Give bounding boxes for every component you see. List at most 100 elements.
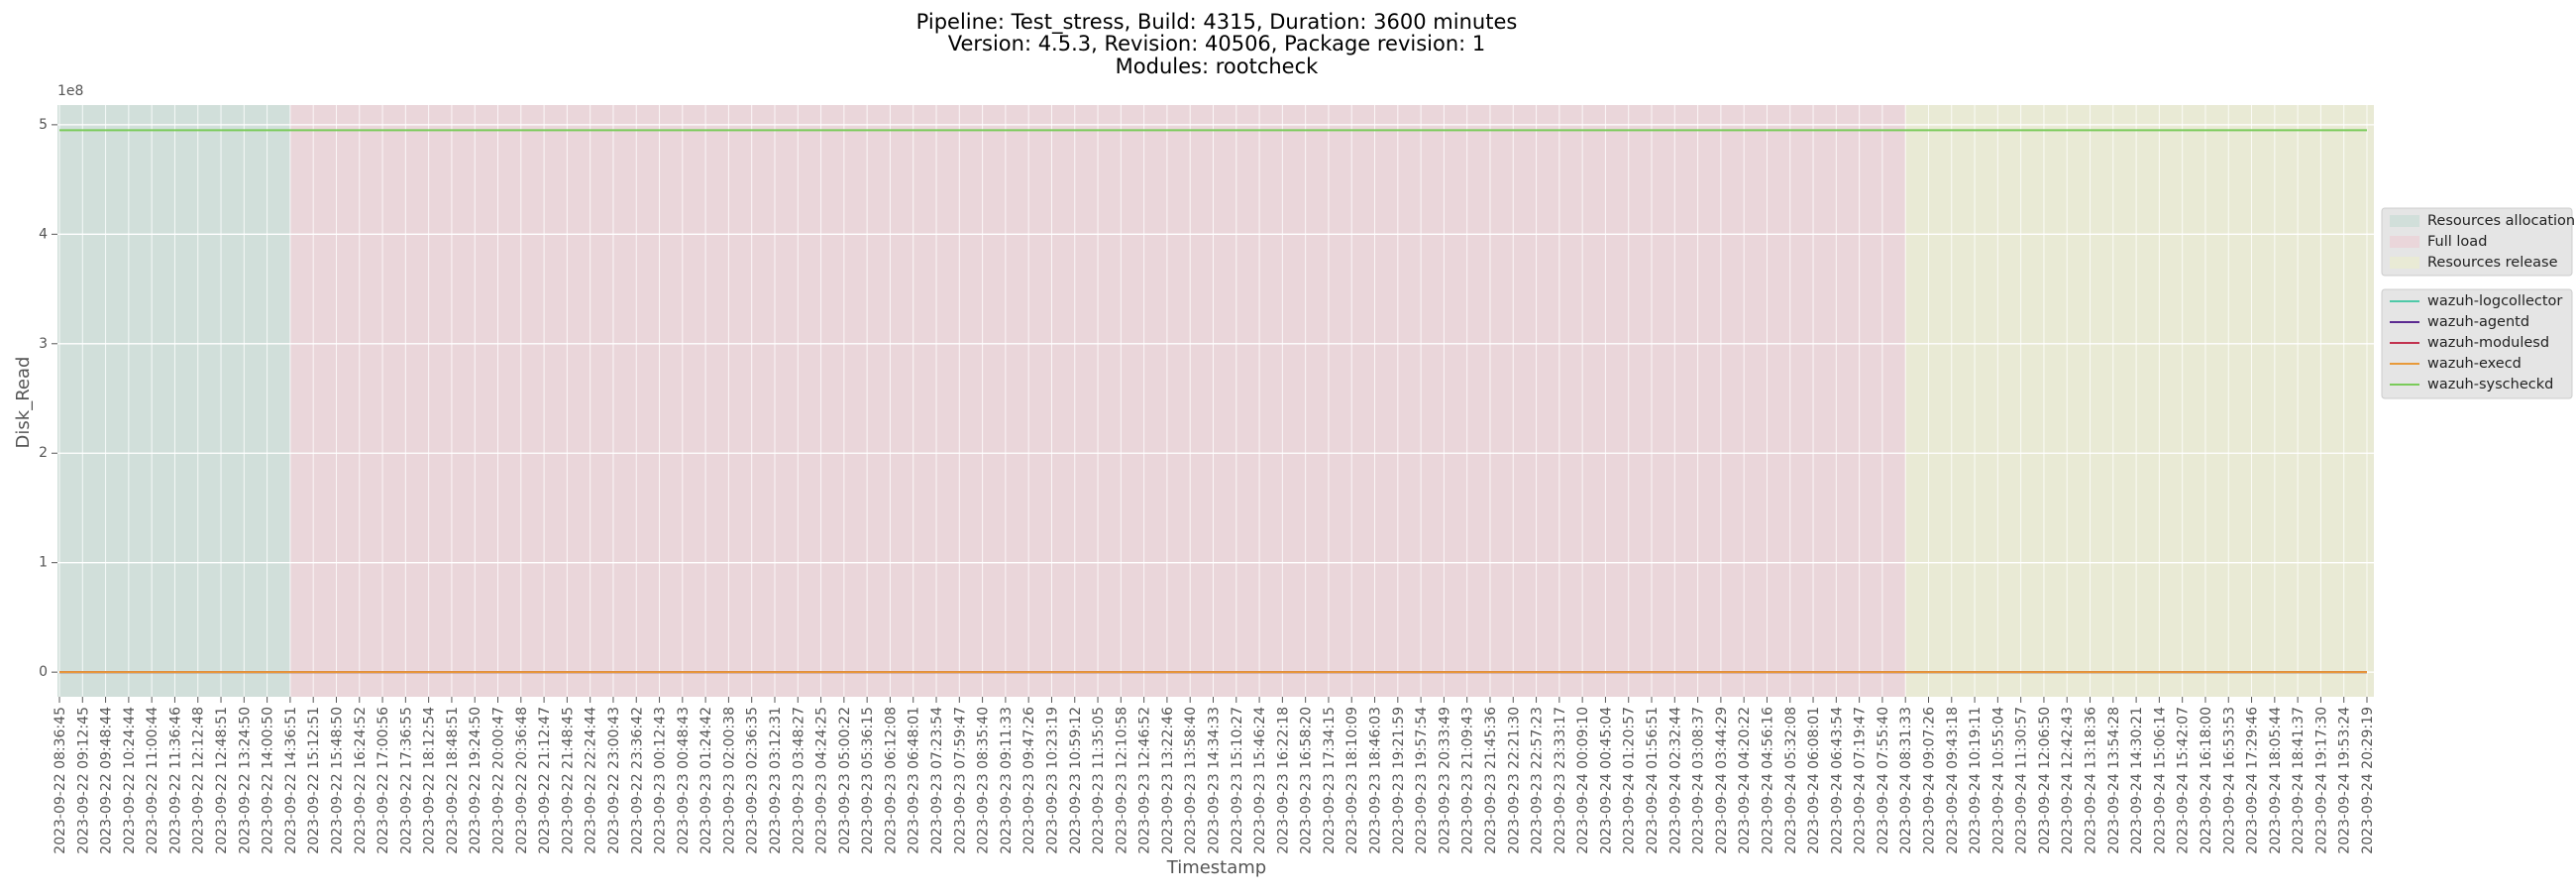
x-tick-label: 2023-09-22 12:12:48: [191, 707, 207, 854]
x-tick-label: 2023-09-23 09:47:26: [1021, 707, 1037, 854]
x-tick-label: 2023-09-24 12:06:50: [2037, 707, 2053, 854]
x-tick-label: 2023-09-22 21:12:47: [537, 707, 553, 854]
y-tick-label: 5: [39, 117, 48, 133]
legend-label: Resources release: [2427, 255, 2558, 271]
x-tick-label: 2023-09-24 04:56:16: [1760, 707, 1775, 854]
x-tick-label: 2023-09-23 13:22:46: [1160, 707, 1176, 854]
x-tick-label: 2023-09-23 14:34:33: [1207, 707, 1223, 854]
x-tick-label: 2023-09-23 18:10:09: [1344, 707, 1360, 854]
x-tick-label: 2023-09-24 01:20:57: [1622, 707, 1638, 854]
x-tick-label: 2023-09-24 10:55:04: [1990, 707, 2006, 854]
x-tick-label: 2023-09-23 05:36:15: [860, 707, 876, 854]
x-tick-label: 2023-09-23 13:58:40: [1183, 707, 1199, 854]
x-tick-label: 2023-09-23 12:46:52: [1137, 707, 1153, 854]
x-tick-label: 2023-09-24 08:31:33: [1898, 707, 1914, 854]
chart-title: Version: 4.5.3, Revision: 40506, Package…: [948, 32, 1486, 56]
x-tick-label: 2023-09-22 09:12:45: [75, 707, 91, 854]
x-tick-label: 2023-09-23 19:21:59: [1391, 707, 1407, 854]
x-tick-label: 2023-09-23 23:33:17: [1553, 707, 1568, 854]
x-tick-label: 2023-09-23 03:48:27: [791, 707, 806, 854]
legend-label: Full load: [2427, 234, 2487, 250]
x-tick-label: 2023-09-23 21:45:36: [1483, 707, 1499, 854]
x-tick-label: 2023-09-22 14:36:51: [283, 707, 299, 854]
x-tick-label: 2023-09-23 15:10:27: [1230, 707, 1245, 854]
x-tick-label: 2023-09-23 06:12:08: [883, 707, 899, 854]
x-tick-label: 2023-09-24 16:18:00: [2199, 707, 2214, 854]
x-tick-label: 2023-09-24 17:29:46: [2245, 707, 2261, 854]
x-tick-label: 2023-09-22 15:48:50: [329, 707, 345, 854]
x-tick-label: 2023-09-24 13:18:36: [2084, 707, 2099, 854]
x-tick-label: 2023-09-22 18:12:54: [422, 707, 438, 854]
chart-title: Pipeline: Test_stress, Build: 4315, Dura…: [916, 10, 1518, 35]
x-tick-label: 2023-09-22 20:36:48: [514, 707, 530, 854]
legend-label: wazuh-modulesd: [2427, 335, 2549, 351]
x-tick-label: 2023-09-23 12:10:58: [1114, 707, 1129, 854]
x-tick-label: 2023-09-22 11:00:44: [145, 707, 161, 854]
x-tick-label: 2023-09-24 19:17:30: [2313, 707, 2329, 854]
phase-span: [57, 105, 290, 697]
legend-label: wazuh-syscheckd: [2427, 377, 2553, 392]
x-tick-label: 2023-09-22 11:36:46: [167, 707, 183, 854]
legend-swatch: [2390, 236, 2419, 248]
x-tick-label: 2023-09-23 08:35:40: [976, 707, 992, 854]
x-tick-label: 2023-09-22 14:00:50: [261, 707, 276, 854]
x-tick-label: 2023-09-22 18:48:51: [445, 707, 461, 854]
x-tick-label: 2023-09-23 04:24:25: [814, 707, 830, 854]
x-tick-label: 2023-09-23 10:23:19: [1044, 707, 1060, 854]
y-tick-label: 3: [39, 336, 48, 352]
x-tick-label: 2023-09-24 13:54:28: [2106, 707, 2122, 854]
x-tick-label: 2023-09-22 21:48:45: [560, 707, 576, 854]
y-tick-label: 2: [39, 445, 48, 461]
x-tick-label: 2023-09-22 20:00:47: [491, 707, 507, 854]
x-tick-label: 2023-09-23 02:36:35: [745, 707, 761, 854]
x-tick-label: 2023-09-23 02:00:38: [721, 707, 737, 854]
x-tick-label: 2023-09-23 22:57:23: [1530, 707, 1546, 854]
x-axis-label: Timestamp: [1166, 857, 1266, 878]
legend-box: [2381, 288, 2573, 399]
x-tick-label: 2023-09-22 16:24:52: [353, 707, 369, 854]
x-tick-label: 2023-09-24 16:53:53: [2221, 707, 2237, 854]
x-tick-label: 2023-09-23 11:35:05: [1091, 707, 1107, 854]
x-tick-label: 2023-09-24 07:55:40: [1876, 707, 1891, 854]
x-tick-label: 2023-09-22 13:24:50: [237, 707, 253, 854]
chart-title: Modules: rootcheck: [1116, 55, 1319, 78]
x-tick-label: 2023-09-24 15:06:14: [2152, 707, 2168, 854]
x-tick-label: 2023-09-24 03:44:29: [1714, 707, 1730, 854]
legend-label: wazuh-agentd: [2427, 314, 2529, 330]
x-tick-label: 2023-09-23 09:11:33: [999, 707, 1015, 854]
x-tick-label: 2023-09-24 06:43:54: [1829, 707, 1845, 854]
x-tick-label: 2023-09-23 16:22:18: [1275, 707, 1291, 854]
x-tick-label: 2023-09-24 10:19:11: [1968, 707, 1984, 854]
x-tick-label: 2023-09-24 04:20:22: [1737, 707, 1753, 854]
x-tick-label: 2023-09-24 14:30:21: [2129, 707, 2145, 854]
x-tick-label: 2023-09-24 19:53:24: [2337, 707, 2353, 854]
y-tick-label: 0: [39, 664, 48, 680]
x-tick-label: 2023-09-22 19:24:50: [468, 707, 483, 854]
legend-swatch: [2390, 215, 2419, 227]
legend-swatch: [2390, 257, 2419, 269]
x-tick-label: 2023-09-24 15:42:07: [2176, 707, 2192, 854]
x-tick-label: 2023-09-23 18:46:03: [1368, 707, 1384, 854]
x-tick-label: 2023-09-24 18:05:44: [2268, 707, 2284, 854]
legend-label: wazuh-execd: [2427, 356, 2522, 372]
x-tick-label: 2023-09-24 01:56:51: [1645, 707, 1661, 854]
x-tick-label: 2023-09-24 11:30:57: [2014, 707, 2030, 854]
x-tick-label: 2023-09-23 22:21:30: [1506, 707, 1522, 854]
x-tick-label: 2023-09-23 00:48:43: [676, 707, 692, 854]
x-tick-label: 2023-09-23 07:59:47: [952, 707, 968, 854]
legend-label: wazuh-logcollector: [2427, 293, 2562, 309]
x-tick-label: 2023-09-24 03:08:37: [1691, 707, 1707, 854]
x-tick-label: 2023-09-22 12:48:51: [214, 707, 230, 854]
x-tick-label: 2023-09-22 09:48:44: [99, 707, 115, 854]
x-tick-label: 2023-09-24 12:42:43: [2060, 707, 2076, 854]
x-tick-label: 2023-09-23 19:57:54: [1414, 707, 1430, 854]
phase-span: [1905, 105, 2374, 697]
y-axis-label: Disk_Read: [13, 357, 34, 449]
plot-background: [57, 105, 2374, 697]
x-tick-label: 2023-09-23 00:12:43: [653, 707, 669, 854]
x-tick-label: 2023-09-23 16:58:20: [1299, 707, 1315, 854]
y-offset-label: 1e8: [57, 83, 83, 99]
y-tick-label: 1: [39, 555, 48, 571]
x-tick-label: 2023-09-23 03:12:31: [768, 707, 784, 854]
